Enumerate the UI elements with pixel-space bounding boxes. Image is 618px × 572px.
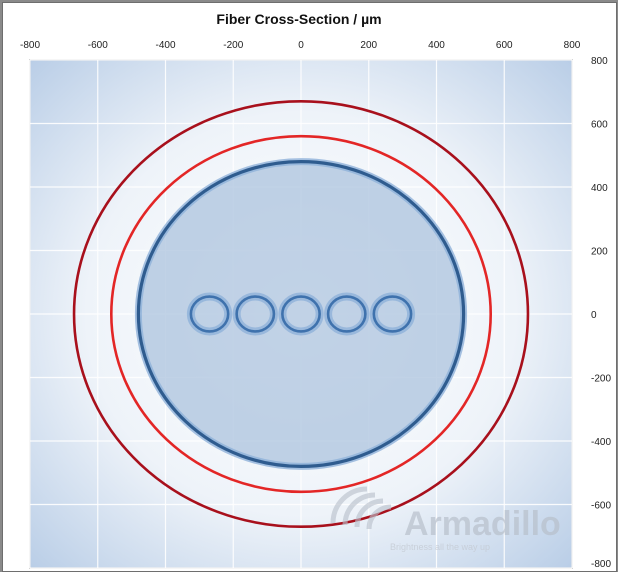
y-tick-label: -800 (591, 559, 611, 570)
x-axis-tick-labels: -800 -600 -400 -200 0 200 400 600 800 (20, 40, 581, 51)
x-tick-label: -400 (155, 40, 175, 51)
fiber-ring-core (136, 160, 466, 468)
y-tick-label: 200 (591, 247, 608, 258)
y-tick-label: 800 (591, 56, 608, 67)
x-tick-label: 400 (428, 40, 445, 51)
y-tick-label: 400 (591, 183, 608, 194)
x-tick-label: -200 (223, 40, 243, 51)
fiber-ring-small (235, 295, 276, 333)
y-tick-label: 600 (591, 120, 608, 131)
y-tick-label: -400 (591, 437, 611, 448)
x-tick-label: -600 (88, 40, 108, 51)
fiber-ring-outer (110, 134, 492, 494)
y-tick-label: 0 (591, 310, 597, 321)
x-tick-label: 600 (496, 40, 513, 51)
x-tick-label: 0 (298, 40, 304, 51)
armadillo-watermark: Armadillo Brightness all the way up (330, 486, 561, 552)
fiber-ring-small (281, 295, 321, 333)
y-axis-tick-labels: 800 600 400 200 0 -200 -400 -600 -800 (591, 56, 611, 570)
y-tick-label: -200 (591, 374, 611, 385)
fiber-ring-outer (72, 99, 530, 529)
x-tick-label: 200 (360, 40, 377, 51)
fiber-cross-section-chart: Fiber Cross-Section / µm -800 -600 -400 -20… (20, 11, 611, 570)
watermark-brand: Armadillo (404, 505, 561, 543)
watermark-tagline: Brightness all the way up (390, 542, 490, 552)
chart-title: Fiber Cross-Section / µm (216, 11, 381, 27)
armadillo-logo-icon (330, 486, 392, 530)
x-tick-label: -800 (20, 40, 40, 51)
x-tick-label: 800 (564, 40, 581, 51)
fiber-ring-small (372, 295, 413, 333)
y-tick-label: -600 (591, 501, 611, 512)
core-fill (138, 161, 464, 467)
fiber-ring-small (189, 295, 230, 333)
fiber-ring-small (326, 295, 367, 333)
fiber-rings (72, 99, 530, 529)
